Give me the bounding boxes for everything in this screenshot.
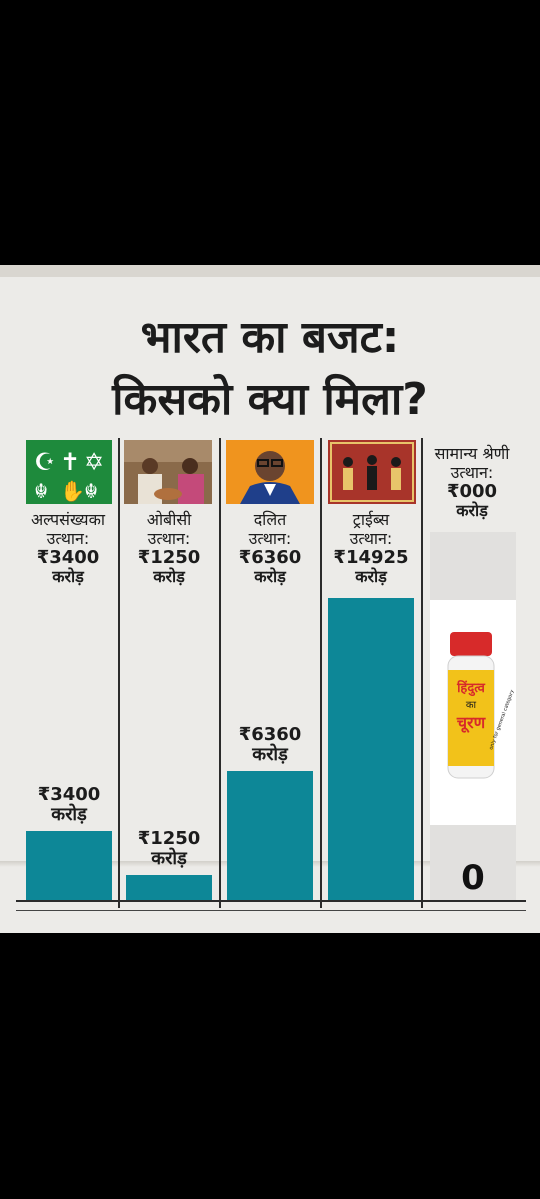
tribal-art-icon	[328, 440, 416, 504]
category-label-minority: अल्पसंख्यका उत्थान: ₹3400 करोड़	[18, 510, 118, 586]
category-amount: ₹000	[446, 481, 498, 502]
category-sub: उत्थान:	[349, 529, 393, 548]
bar-value-amount: ₹3400	[37, 784, 101, 806]
bar-value-unit: करोड़	[51, 804, 87, 826]
category-label-obc: ओबीसी उत्थान: ₹1250 करोड़	[119, 510, 219, 586]
category-unit: करोड़	[456, 501, 488, 520]
svg-text:☪: ☪	[34, 448, 56, 476]
bar-tribes	[328, 598, 414, 900]
category-label-dalit: दलित उत्थान: ₹6360 करोड़	[220, 510, 320, 586]
svg-text:✋: ✋	[60, 479, 85, 503]
artisans-photo-icon	[124, 440, 212, 504]
churan-jar-image: हिंदुत्व का चूरण only for general catego…	[430, 600, 516, 825]
svg-text:✝: ✝	[60, 448, 80, 476]
column-divider	[421, 438, 423, 908]
category-unit: करोड़	[52, 567, 84, 586]
category-unit: करोड़	[355, 567, 387, 586]
bar-value-amount: ₹6360	[238, 724, 302, 746]
general-category-zero: 0	[461, 858, 485, 898]
category-sub: उत्थान:	[147, 529, 191, 548]
paper-top-edge	[0, 265, 540, 277]
chart-title-line1: भारत का बजट:	[140, 312, 400, 363]
bar-value-unit: करोड़	[252, 744, 288, 766]
bar-value-amount: ₹1250	[137, 827, 201, 849]
category-unit: करोड़	[153, 567, 185, 586]
bar-value-label-obc: ₹1250 करोड़	[119, 827, 219, 869]
category-name: ट्राईब्स	[352, 510, 390, 529]
category-name: दलित	[253, 510, 287, 529]
bar-value-label-minority: ₹3400 करोड़	[19, 785, 119, 825]
category-label-general: सामान्य श्रेणी उत्थान: ₹000 करोड़	[422, 444, 522, 520]
svg-text:☬: ☬	[84, 479, 98, 503]
category-name: सामान्य श्रेणी	[434, 444, 510, 463]
category-name: ओबीसी	[146, 510, 192, 529]
category-name: अल्पसंख्यका	[30, 510, 106, 529]
religious-symbols-icon: ☪ ✝ ✡ ☬ ✋ ☬	[26, 440, 112, 504]
jar-text-line1: हिंदुत्व	[456, 679, 486, 697]
category-sub: उत्थान:	[450, 463, 494, 482]
jar-text-line2: का	[466, 700, 477, 711]
column-divider	[219, 438, 221, 908]
column-divider	[118, 438, 120, 908]
bar-obc	[126, 874, 212, 900]
bar-dalit	[227, 771, 313, 900]
svg-text:✡: ✡	[84, 448, 104, 476]
category-sub: उत्थान:	[46, 529, 90, 548]
category-amount: ₹1250	[137, 547, 201, 568]
chart-baseline-shadow	[16, 910, 526, 911]
bar-value-label-dalit: ₹6360 करोड़	[220, 725, 320, 765]
category-sub: उत्थान:	[248, 529, 292, 548]
category-label-tribes: ट्राईब्स उत्थान: ₹14925 करोड़	[321, 510, 421, 586]
chart-title-line2: किसको क्या मिला?	[112, 374, 428, 425]
column-divider	[320, 438, 322, 908]
category-amount: ₹6360	[238, 547, 302, 568]
bar-value-unit: करोड़	[151, 847, 187, 869]
category-unit: करोड़	[254, 567, 286, 586]
chart-baseline	[16, 900, 526, 902]
svg-text:☬: ☬	[34, 479, 48, 503]
category-amount: ₹3400	[36, 547, 100, 568]
bar-minority	[26, 831, 112, 900]
ambedkar-portrait-icon	[226, 440, 314, 504]
category-amount: ₹14925	[333, 547, 409, 568]
jar-text-line3: चूरण	[456, 713, 487, 733]
